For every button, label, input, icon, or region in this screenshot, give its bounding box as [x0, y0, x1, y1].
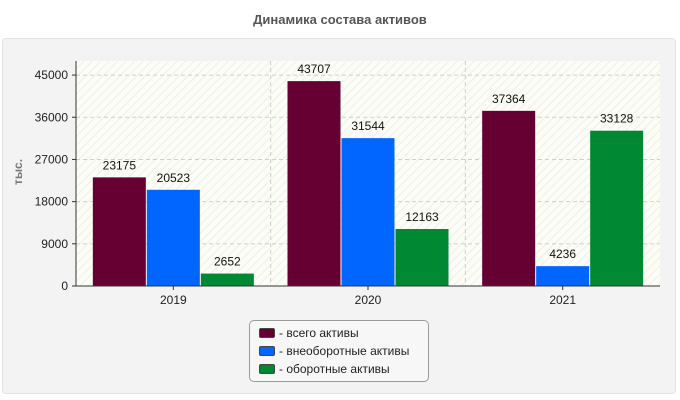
bar — [536, 266, 590, 286]
data-label: 37364 — [492, 92, 526, 106]
y-axis-title: тыс. — [11, 159, 25, 185]
data-label: 33128 — [600, 112, 634, 126]
legend-item: - оборотные активы — [259, 360, 428, 378]
legend-label: - всего активы — [279, 326, 359, 340]
bar — [92, 177, 146, 286]
data-label: 43707 — [297, 62, 331, 76]
y-tick-label: 36000 — [35, 110, 69, 124]
data-label: 31544 — [351, 119, 385, 133]
bar — [200, 273, 254, 286]
y-tick-label: 27000 — [35, 152, 69, 166]
x-tick-label: 2020 — [355, 293, 382, 307]
data-label: 4236 — [549, 247, 576, 261]
bar — [146, 189, 200, 286]
x-tick-label: 2019 — [160, 293, 187, 307]
bar — [287, 81, 341, 286]
y-tick-label: 18000 — [35, 195, 69, 209]
bar — [395, 228, 449, 286]
bar — [590, 130, 644, 286]
chart-title: Динамика состава активов — [253, 12, 427, 27]
legend-swatch — [259, 346, 275, 356]
data-label: 2652 — [214, 255, 241, 269]
y-tick-label: 0 — [61, 279, 68, 293]
y-tick-label: 45000 — [35, 68, 69, 82]
legend: - всего активы - внеоборотные активы - обо… — [249, 320, 429, 382]
data-label: 12163 — [405, 210, 439, 224]
legend-swatch — [259, 364, 275, 374]
legend-swatch — [259, 328, 275, 338]
legend-item: - внеоборотные активы — [259, 342, 428, 360]
legend-label: - внеоборотные активы — [279, 344, 410, 358]
bar — [341, 138, 395, 286]
y-tick-label: 9000 — [41, 237, 68, 251]
data-label: 23175 — [103, 158, 137, 172]
legend-item: - всего активы — [259, 324, 428, 342]
x-tick-label: 2021 — [549, 293, 576, 307]
legend-label: - оборотные активы — [279, 362, 390, 376]
data-label: 20523 — [157, 171, 191, 185]
bar — [482, 110, 536, 286]
